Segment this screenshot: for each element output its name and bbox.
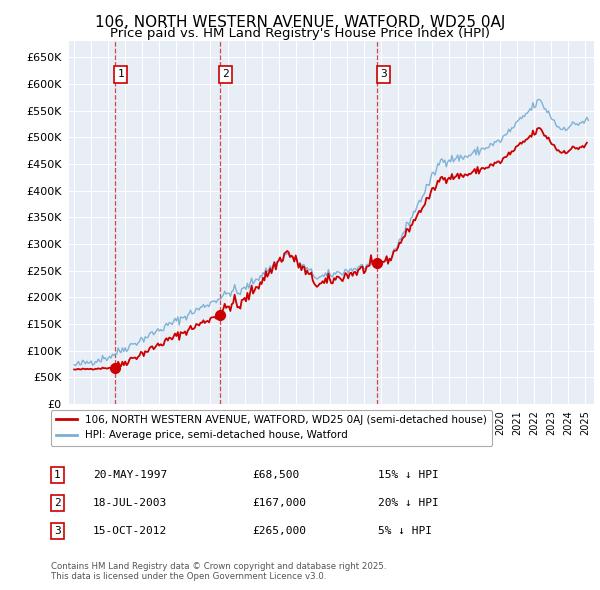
Text: 20-MAY-1997: 20-MAY-1997: [93, 470, 167, 480]
Text: 5% ↓ HPI: 5% ↓ HPI: [378, 526, 432, 536]
Legend: 106, NORTH WESTERN AVENUE, WATFORD, WD25 0AJ (semi-detached house), HPI: Average: 106, NORTH WESTERN AVENUE, WATFORD, WD25…: [51, 410, 493, 445]
Text: 2: 2: [222, 70, 229, 80]
Text: 106, NORTH WESTERN AVENUE, WATFORD, WD25 0AJ: 106, NORTH WESTERN AVENUE, WATFORD, WD25…: [95, 15, 505, 30]
Text: 20% ↓ HPI: 20% ↓ HPI: [378, 498, 439, 507]
Text: 2: 2: [54, 498, 61, 507]
Text: 3: 3: [54, 526, 61, 536]
Text: £68,500: £68,500: [252, 470, 299, 480]
Text: 3: 3: [380, 70, 386, 80]
Text: 18-JUL-2003: 18-JUL-2003: [93, 498, 167, 507]
Text: Price paid vs. HM Land Registry's House Price Index (HPI): Price paid vs. HM Land Registry's House …: [110, 27, 490, 40]
Text: 1: 1: [54, 470, 61, 480]
Text: Contains HM Land Registry data © Crown copyright and database right 2025.
This d: Contains HM Land Registry data © Crown c…: [51, 562, 386, 581]
Text: 1: 1: [117, 70, 124, 80]
Text: 15% ↓ HPI: 15% ↓ HPI: [378, 470, 439, 480]
Text: 15-OCT-2012: 15-OCT-2012: [93, 526, 167, 536]
Text: £167,000: £167,000: [252, 498, 306, 507]
Text: £265,000: £265,000: [252, 526, 306, 536]
